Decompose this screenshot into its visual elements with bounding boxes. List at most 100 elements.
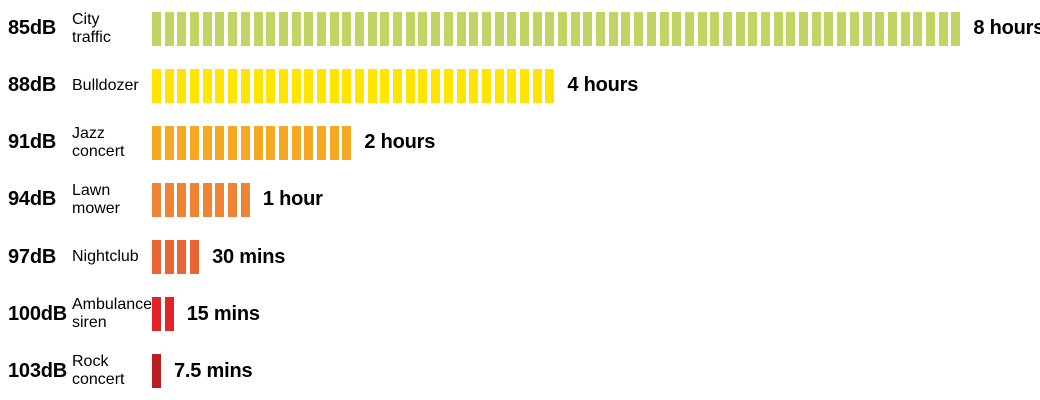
bar-segment [253,11,263,46]
bar-segment [291,68,301,103]
bar-segment [405,68,415,103]
exposure-row: 97dB Nightclub 30 mins [0,229,1040,286]
bar-segment [253,125,263,160]
time-label: 2 hours [364,131,436,154]
bar-segment [393,68,403,103]
bar-segment [215,68,225,103]
bar-segment [228,68,238,103]
bar-segment [215,11,225,46]
exposure-row: 100dB Ambulance siren 15 mins [0,286,1040,343]
bar-segments [152,182,250,217]
bar-segment [278,125,288,160]
bar-segment [456,68,466,103]
bar-segment [164,125,174,160]
bar-segment [887,11,897,46]
bar-segment [152,182,161,217]
time-label: 7.5 mins [174,359,253,382]
bar-segment [722,11,732,46]
bar-segment [570,11,580,46]
bar-segment [355,68,364,103]
bar-segment [367,11,377,46]
bar-segment [583,11,593,46]
bar-segment [684,11,694,46]
bar-segment [177,240,187,275]
bar-segment [342,68,352,103]
source-label: Bulldozer [72,76,139,94]
bar-segment [925,11,935,46]
bar-segment [443,68,453,103]
bar-segment [913,11,923,46]
decibel-label: 94dB [8,188,57,211]
bar-segment [190,125,200,160]
bar-segments [152,11,961,46]
bar-segment [481,11,491,46]
bar-segment [380,11,390,46]
bar-segment [938,11,948,46]
bar-segment [152,68,161,103]
bar-segments [152,354,161,389]
bar-segment [215,125,225,160]
bar-segment [177,182,187,217]
bar-segment [152,297,161,332]
bar-segment [228,125,238,160]
bar-segments [152,297,174,332]
bar-segments [152,68,555,103]
bar-segment [849,11,859,46]
bar-segment [190,68,200,103]
bar-segment [393,11,403,46]
bar-segment [367,68,377,103]
time-label: 30 mins [212,245,286,268]
bar-segment [190,240,200,275]
bar-segment [469,11,479,46]
bar-segment [304,68,314,103]
bar-segment [190,11,200,46]
bar-segment [240,11,250,46]
bar-segment [519,68,529,103]
bar-segment [799,11,809,46]
bar-segment [164,240,174,275]
bar-segment [177,125,187,160]
decibel-label: 97dB [8,245,57,268]
exposure-row: 103dB Rock concert 7.5 mins [0,343,1040,400]
bar-segment [545,68,555,103]
bar-segment [240,182,250,217]
decibel-label: 91dB [8,131,57,154]
source-label: Ambulance siren [72,296,153,332]
bar-segment [418,11,428,46]
bar-segment [266,11,276,46]
bar-segment [164,68,174,103]
bar-segment [266,125,276,160]
bar-segment [152,354,161,389]
bar-segment [152,125,161,160]
bar-segment [672,11,682,46]
bar-segment [824,11,834,46]
bar-segments [152,125,352,160]
bar-segment [748,11,758,46]
bar-segment [177,68,187,103]
bar-segment [329,11,339,46]
bar-segment [507,11,517,46]
bar-segment [164,297,174,332]
bar-segment [316,68,326,103]
bar-segment [862,11,872,46]
decibel-label: 103dB [8,359,68,382]
bar-segment [596,11,606,46]
bar-segment [634,11,644,46]
bar-segment [316,125,326,160]
bar-segment [240,68,250,103]
decibel-label: 88dB [8,74,57,97]
bar-segment [177,11,187,46]
bar-segment [291,125,301,160]
bar-segment [152,240,161,275]
bar-segment [469,68,479,103]
bar-segment [164,182,174,217]
bar-segment [532,11,542,46]
bar-segment [202,68,212,103]
bar-segment [837,11,847,46]
bar-segment [380,68,390,103]
bar-segment [278,11,288,46]
bar-segment [545,11,555,46]
bar-segment [532,68,542,103]
exposure-row: 85dB City traffic 8 hours [0,0,1040,57]
